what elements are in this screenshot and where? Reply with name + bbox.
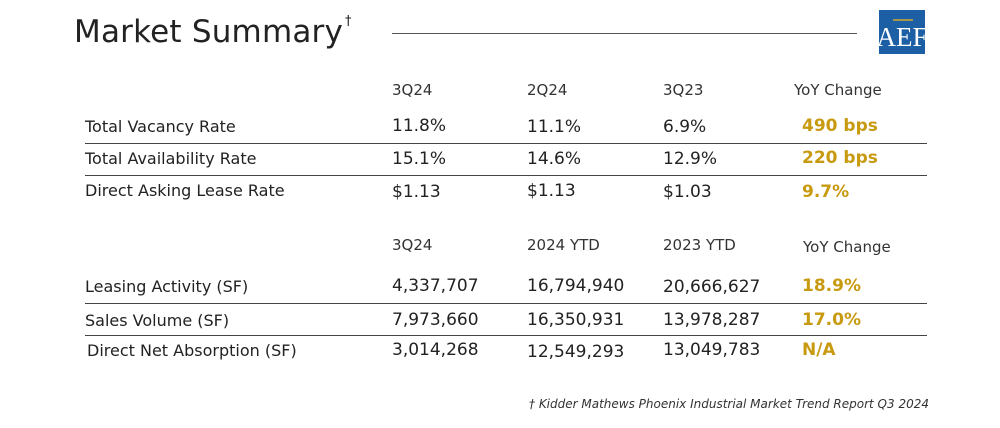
row-divider [85, 335, 927, 336]
row-divider [85, 143, 927, 144]
cell-value: $1.03 [663, 182, 712, 202]
t2-col-header-2: 2024 YTD [527, 236, 600, 254]
cell-value: 6.9% [663, 117, 707, 137]
cell-value: 15.1% [392, 149, 447, 169]
cell-value: 4,337,707 [392, 276, 479, 296]
t2-col-header-3: 2023 YTD [663, 236, 736, 254]
row-label: Total Vacancy Rate [85, 117, 236, 136]
row-label: Direct Asking Lease Rate [85, 181, 285, 200]
cell-value: 7,973,660 [392, 310, 479, 330]
yoy-change: N/A [802, 340, 836, 360]
row-divider [85, 303, 927, 304]
title-dagger: † [345, 13, 352, 29]
yoy-change: 17.0% [802, 310, 861, 330]
cell-value: 13,049,783 [663, 340, 761, 360]
cell-value: 12.9% [663, 149, 718, 169]
yoy-change: 9.7% [802, 182, 850, 202]
yoy-change: 220 bps [802, 148, 878, 168]
cell-value: 16,794,940 [527, 276, 625, 296]
cell-value: 12,549,293 [527, 342, 625, 362]
cell-value: 3,014,268 [392, 340, 479, 360]
logo-text: AEF [879, 22, 925, 52]
yoy-change: 490 bps [802, 116, 878, 136]
cell-value: 11.8% [392, 116, 447, 136]
row-label: Leasing Activity (SF) [85, 277, 249, 296]
cell-value: 14.6% [527, 149, 582, 169]
t1-col-header-4: YoY Change [794, 81, 882, 99]
cell-value: $1.13 [527, 181, 576, 201]
cell-value: 13,978,287 [663, 310, 761, 330]
cell-value: 11.1% [527, 117, 582, 137]
title-divider [392, 33, 857, 34]
cell-value: $1.13 [392, 182, 441, 202]
t1-col-header-3: 3Q23 [663, 81, 704, 99]
t1-col-header-2: 2Q24 [527, 81, 568, 99]
aef-logo: AEF [879, 10, 925, 54]
row-label: Direct Net Absorption (SF) [87, 341, 297, 360]
footnote: † Kidder Mathews Phoenix Industrial Mark… [529, 397, 929, 411]
t2-col-header-4: YoY Change [803, 238, 891, 256]
row-label: Total Availability Rate [85, 149, 257, 168]
row-divider [85, 175, 927, 176]
t1-col-header-1: 3Q24 [392, 81, 433, 99]
cell-value: 20,666,627 [663, 277, 761, 297]
yoy-change: 18.9% [802, 276, 861, 296]
t2-col-header-1: 3Q24 [392, 236, 433, 254]
cell-value: 16,350,931 [527, 310, 625, 330]
page-title: Market Summary † [74, 13, 352, 50]
row-label: Sales Volume (SF) [85, 311, 230, 330]
